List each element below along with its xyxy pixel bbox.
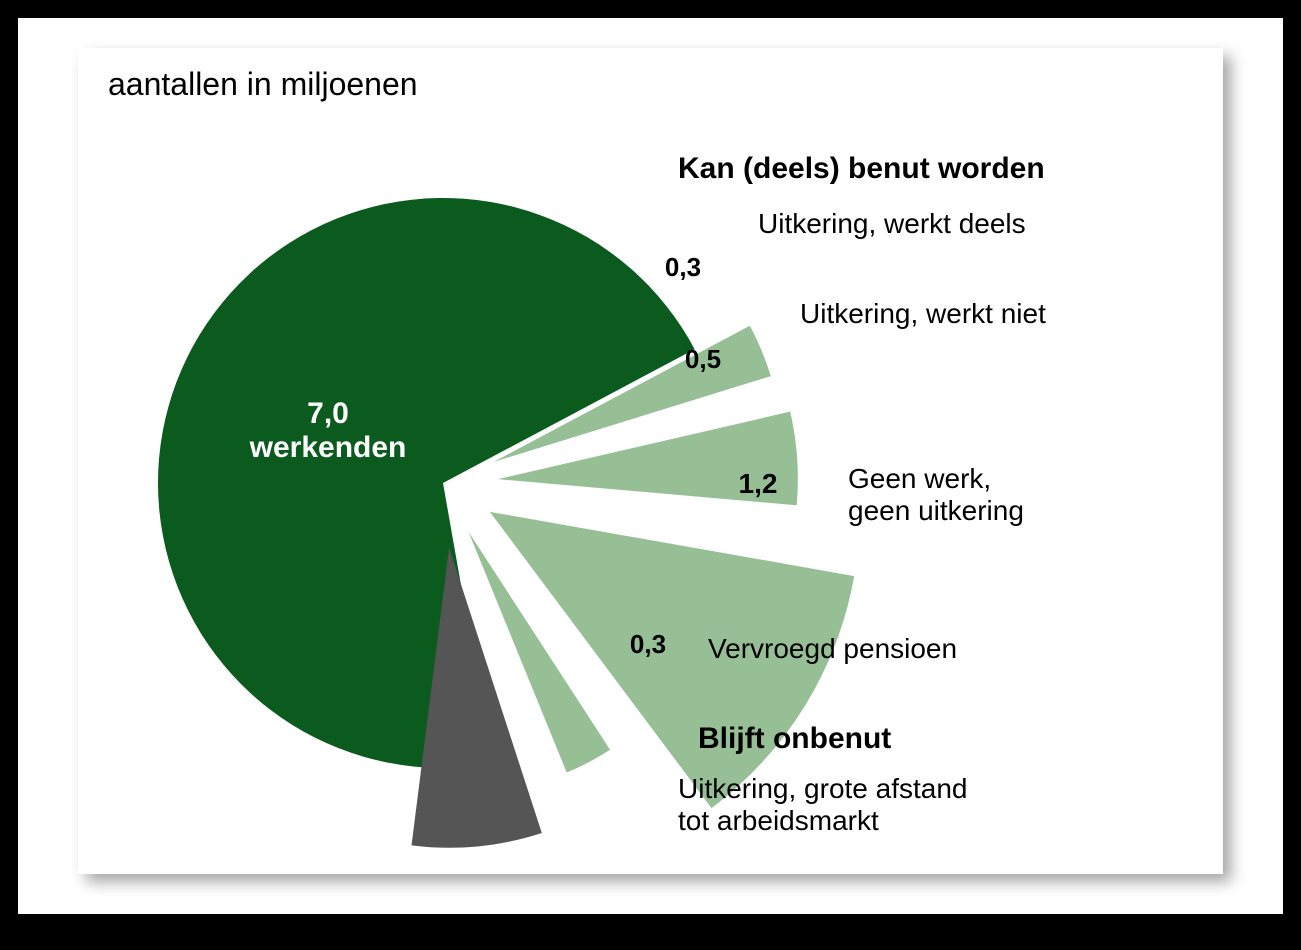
slice-label-geen_werk_geen_uitkering-l2: geen uitkering [848,495,1024,526]
slice-label-uitkering_werkt_deels: Uitkering, werkt deels [758,208,1026,239]
slice-label-uitkering_afstand-l1: Uitkering, grote afstand [678,773,968,804]
slice-label-werkenden: werkenden [249,431,407,464]
slice-value-werkenden: 7,0 [307,397,349,430]
slice-value-uitkering_afstand: 0,7 [555,769,591,799]
slice-value-geen_werk_geen_uitkering: 1,2 [739,468,778,499]
slice-label-geen_werk_geen_uitkering-l1: Geen werk, [848,463,991,494]
slice-value-uitkering_werkt_deels: 0,3 [665,252,701,282]
slice-label-vervroegd_pensioen: Vervroegd pensioen [708,633,957,664]
slice-label-uitkering_afstand-l2: tot arbeidsmarkt [678,805,879,836]
white-panel: aantallen in miljoenen 7,0werkenden0,3Ui… [18,18,1283,914]
outer-frame: aantallen in miljoenen 7,0werkenden0,3Ui… [0,0,1301,932]
group-heading-benut: Kan (deels) benut worden [678,152,1045,185]
slice-value-uitkering_werkt_niet: 0,5 [685,344,721,374]
group-heading-onbenut: Blijft onbenut [698,722,891,755]
pie-chart-svg: 7,0werkenden 0,3 Uitkering, werkt deels 0,5… [18,18,1301,950]
slice-label-uitkering_werkt_niet: Uitkering, werkt niet [800,298,1046,329]
slice-value-vervroegd_pensioen: 0,3 [630,629,666,659]
